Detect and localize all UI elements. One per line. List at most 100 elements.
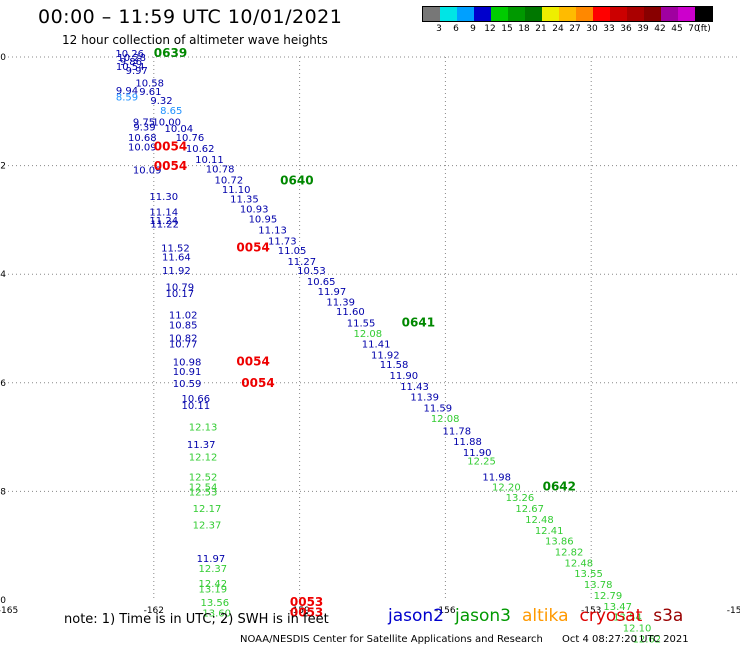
color-scale-swatch: [661, 7, 678, 21]
wave-height-point: 11.90: [390, 371, 419, 382]
wave-height-point: 10.04: [164, 124, 193, 135]
color-scale-label: 30: [586, 24, 598, 34]
pass-time-label: 0054: [154, 139, 187, 153]
wave-height-point: 11.92: [371, 350, 400, 361]
x-tick-label: -156: [435, 606, 456, 616]
wave-height-point: 10.85: [169, 321, 198, 332]
pass-time-label: 0639: [154, 46, 187, 60]
wave-height-point: 10.93: [240, 204, 269, 215]
color-scale-swatch: [576, 7, 593, 21]
wave-height-point: 12.13: [189, 423, 218, 434]
wave-height-point: 12.79: [594, 591, 623, 602]
wave-height-point: 11.41: [362, 340, 391, 351]
wave-height-point: 11.37: [187, 440, 216, 451]
wave-height-point: 11.10: [222, 185, 251, 196]
wave-height-point: 13.86: [545, 537, 574, 548]
chart-title: 00:00 – 11:59 UTC 10/01/2021: [38, 6, 343, 28]
wave-height-point: 8.65: [160, 106, 182, 117]
wave-height-point: 10.09: [133, 166, 162, 177]
wave-height-point: 10.58: [135, 78, 164, 89]
wave-height-point: 9.32: [150, 96, 172, 107]
wave-height-point: 13.56: [200, 598, 229, 609]
x-tick-label: -150: [727, 606, 740, 616]
wave-height-point: 10.95: [249, 215, 278, 226]
color-scale-swatch: [559, 7, 576, 21]
wave-height-point: 11.14: [149, 208, 178, 219]
color-scale-label: 12: [484, 24, 496, 34]
wave-height-point: 12.48: [525, 515, 554, 526]
footer: NOAA/NESDIS Center for Satellite Applica…: [240, 634, 689, 645]
color-scale-swatch: [542, 7, 559, 21]
wave-height-point: 10.54: [116, 62, 145, 73]
wave-height-point: 10.11: [195, 155, 224, 166]
color-scale-swatch: [423, 7, 440, 21]
chart-subtitle: 12 hour collection of altimeter wave hei…: [62, 33, 328, 47]
wave-height-point: 11.64: [162, 253, 191, 264]
color-scale-unit: (ft): [697, 24, 711, 34]
color-scale-label: 45: [671, 24, 683, 34]
x-tick-label: -162: [144, 606, 164, 616]
wave-height-point: 10.66: [182, 394, 211, 405]
color-scale-swatch: [678, 7, 695, 21]
color-scale-swatch: [508, 7, 525, 21]
wave-height-point: 10.62: [186, 144, 215, 155]
pass-time-label: 0641: [402, 315, 435, 329]
wave-height-point: 13.54: [613, 613, 642, 624]
wave-height-point: 11.78: [442, 426, 471, 437]
wave-height-point: 10.26: [115, 49, 144, 60]
wave-height-point: 13.47: [603, 602, 632, 613]
pass-time-label: 0053: [290, 595, 323, 609]
wave-height-point: 12.12: [189, 452, 218, 463]
wave-height-point: 10.53: [297, 266, 326, 277]
color-scale-swatch: [644, 7, 661, 21]
pass-time-label: 0642: [543, 479, 576, 493]
wave-height-point: 9.86: [120, 57, 142, 68]
wave-height-point: 11.97: [318, 287, 347, 298]
pass-time-label: 0054: [154, 159, 187, 173]
wave-height-point: 12.52: [189, 473, 218, 484]
wave-height-point: 11.92: [162, 266, 191, 277]
wave-height-point: 10.79: [165, 282, 194, 293]
wave-height-point: 12.48: [564, 558, 593, 569]
wave-height-point: 10.76: [176, 133, 205, 144]
wave-height-point: 11.59: [424, 404, 453, 415]
wave-height-point: 12.10: [623, 623, 652, 634]
wave-height-point: 12.08: [354, 329, 383, 340]
wave-height-point: 9.61: [139, 87, 161, 98]
wave-height-point: 13.60: [202, 608, 231, 619]
wave-height-point: 12.54: [189, 482, 218, 493]
wave-height-point: 13.78: [584, 580, 613, 591]
color-scale-label: 27: [569, 24, 581, 34]
wave-height-point: 11.30: [149, 192, 178, 203]
wave-height-point: 12.42: [199, 579, 228, 590]
color-scale-swatch: [525, 7, 542, 21]
wave-height-point: 9.75: [133, 117, 155, 128]
legend-item-jason2: jason2: [388, 606, 444, 626]
wave-height-point: 11.52: [161, 243, 190, 254]
wave-height-point: 11.88: [453, 437, 482, 448]
wave-height-point: 11.13: [258, 225, 287, 236]
y-tick-label: -44: [0, 270, 6, 280]
wave-height-point: 10.17: [165, 289, 194, 300]
wave-height-point: 11.39: [326, 298, 355, 309]
wave-height-point: 10.28: [117, 53, 146, 64]
wave-height-point: 11.58: [380, 360, 409, 371]
wave-height-point: 10.09: [128, 142, 157, 153]
wave-height-point: 11.90: [463, 448, 492, 459]
color-scale-swatch: [474, 7, 491, 21]
y-tick-label: -42: [0, 162, 6, 172]
wave-height-point: 12.08: [431, 414, 460, 425]
legend-item-jason3: jason3: [455, 606, 511, 626]
footer-credit: NOAA/NESDIS Center for Satellite Applica…: [240, 634, 543, 645]
pass-time-label: 0054: [236, 240, 269, 254]
pass-time-label: 0054: [236, 354, 269, 368]
wave-height-point: 13.26: [506, 493, 535, 504]
legend-item-altika: altika: [522, 606, 569, 626]
color-scale-swatches: [422, 6, 713, 22]
color-scale-swatch: [457, 7, 474, 21]
x-tick-label: -159: [289, 606, 310, 616]
pass-time-label: 0640: [280, 174, 313, 188]
legend-item-cryosat: cryosat: [579, 606, 643, 626]
wave-height-point: 11.27: [287, 257, 316, 268]
